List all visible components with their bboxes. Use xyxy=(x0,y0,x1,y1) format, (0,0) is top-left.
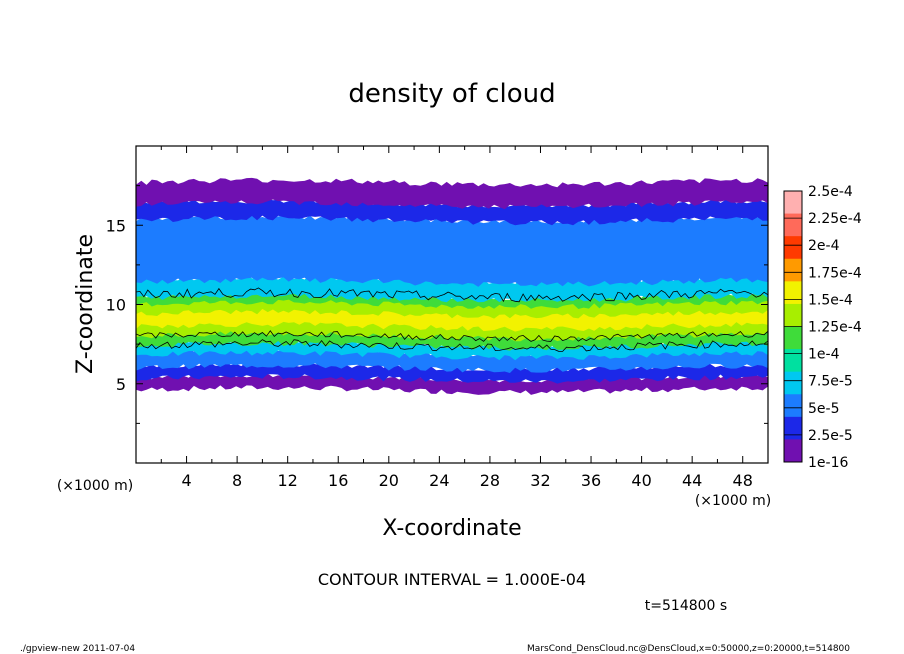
density-band-10 xyxy=(136,177,768,210)
time-text: t=514800 s xyxy=(645,598,727,614)
colorbar-swatch-5 xyxy=(784,303,802,327)
y-tick-label-2: 15 xyxy=(106,216,126,235)
contour-lines xyxy=(136,287,768,352)
y-tick-label-1: 10 xyxy=(106,296,126,315)
colorbar-label-4: 1.5e-4 xyxy=(808,292,853,308)
x-axis: 4 8 12 16 20 24 28 32 36 40 44 48 xyxy=(160,146,769,490)
colorbar-label-9: 2.5e-5 xyxy=(808,428,853,444)
footer-left: ./gpview-new 2011-07-04 xyxy=(20,644,135,654)
x-axis-label: X-coordinate xyxy=(382,516,521,541)
colorbar-label-5: 1.25e-4 xyxy=(808,320,862,336)
x-tick-label-10: 44 xyxy=(682,471,702,490)
colorbar-label-3: 1.75e-4 xyxy=(808,265,862,281)
density-band-2 xyxy=(136,347,768,373)
colorbar-swatch-10 xyxy=(784,416,802,440)
colorbar-swatch-4 xyxy=(784,281,802,305)
colorbar-label-1: 2.25e-4 xyxy=(808,211,862,227)
x-tick-label-11: 48 xyxy=(733,471,753,490)
y-axis: 5 10 15 xyxy=(106,185,768,424)
colorbar-swatch-0 xyxy=(784,191,802,215)
contour-interval-text: CONTOUR INTERVAL = 1.000E-04 xyxy=(318,570,586,589)
footer-right: MarsCond_DensCloud.nc@DensCloud,x=0:5000… xyxy=(527,644,850,654)
colorbar-label-6: 1e-4 xyxy=(808,347,840,363)
x-unit-left: (×1000 m) xyxy=(57,478,133,494)
colorbar-swatch-2 xyxy=(784,236,802,260)
x-tick-label-3: 16 xyxy=(328,471,348,490)
colorbar-swatch-1 xyxy=(784,213,802,237)
chart-title: density of cloud xyxy=(348,79,555,109)
density-band-9 xyxy=(136,198,768,226)
x-tick-label-4: 20 xyxy=(379,471,399,490)
contour-line-1 xyxy=(136,287,768,303)
colorbar-swatch-7 xyxy=(784,349,802,373)
colorbar-label-2: 2e-4 xyxy=(808,238,840,254)
density-band-0 xyxy=(136,372,768,395)
x-tick-label-8: 36 xyxy=(581,471,601,490)
x-tick-label-7: 32 xyxy=(530,471,550,490)
density-layers xyxy=(136,177,768,395)
density-band-7 xyxy=(136,274,768,303)
colorbar-swatch-9 xyxy=(784,394,802,418)
colorbar-label-0: 2.5e-4 xyxy=(808,184,853,200)
x-tick-label-9: 40 xyxy=(631,471,651,490)
x-unit-right: (×1000 m) xyxy=(695,493,771,509)
x-tick-label-6: 28 xyxy=(480,471,500,490)
y-axis-label: Z-coordinate xyxy=(73,234,98,374)
contour-line-2 xyxy=(136,330,768,342)
contour-line-0 xyxy=(136,339,768,352)
x-tick-label-5: 24 xyxy=(429,471,449,490)
colorbar-swatch-3 xyxy=(784,258,802,282)
colorbar-swatch-6 xyxy=(784,326,802,350)
density-band-6 xyxy=(136,308,768,332)
y-tick-label-0: 5 xyxy=(116,375,126,394)
colorbar: 2.5e-4 2.25e-4 2e-4 1.75e-4 1.5e-4 1.25e-4 1e-… xyxy=(783,184,862,471)
x-tick-label-2: 12 xyxy=(278,471,298,490)
x-tick-label-0: 4 xyxy=(181,471,191,490)
colorbar-swatch-8 xyxy=(784,371,802,395)
colorbar-label-7: 7.5e-5 xyxy=(808,374,853,390)
colorbar-swatch-11 xyxy=(784,439,802,463)
colorbar-label-10: 1e-16 xyxy=(808,455,848,471)
x-tick-label-1: 8 xyxy=(232,471,242,490)
density-band-8 xyxy=(136,214,768,287)
colorbar-label-8: 5e-5 xyxy=(808,401,839,417)
